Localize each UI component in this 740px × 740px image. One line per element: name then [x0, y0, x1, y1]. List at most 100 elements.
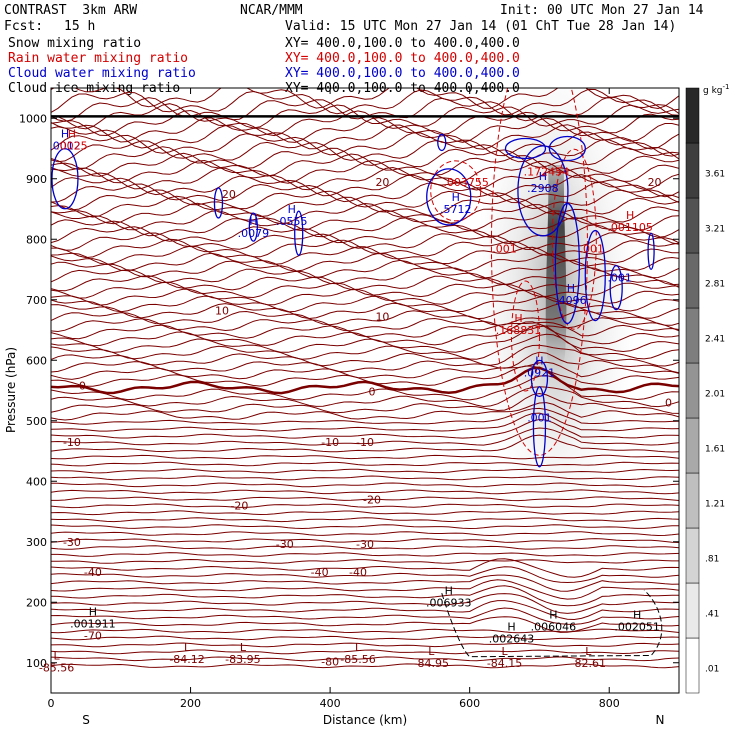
isotherm-line	[51, 281, 679, 299]
isotherm-line	[51, 103, 679, 130]
isotherm-line	[51, 266, 679, 286]
cloud-ice-maximum-marker: H	[507, 621, 515, 634]
isotherm-line	[51, 545, 679, 550]
isotherm-label: -30	[356, 538, 374, 551]
temperature-minimum-marker: L	[585, 645, 592, 658]
colorbar-label: 2.81	[705, 280, 725, 290]
isotherm-line	[51, 166, 679, 191]
colorbar-swatch	[685, 417, 700, 474]
isotherm-line	[51, 600, 679, 621]
isotherm-line	[51, 232, 679, 251]
isotherm-line	[51, 124, 679, 150]
x-tick-label: 400	[320, 697, 341, 710]
isotherm-label: -10	[321, 436, 339, 449]
rain-maximum-value: .168831	[496, 324, 542, 337]
isotherm-label: -40	[311, 566, 329, 579]
isotherm-line	[51, 656, 679, 662]
isotherm-line	[51, 663, 679, 669]
header-model: CONTRAST 3km ARW	[4, 3, 138, 18]
isotherm-line	[51, 579, 679, 600]
y-tick-label: 300	[26, 536, 47, 549]
isotherm-line	[51, 386, 679, 408]
isotherm-label: 10	[375, 311, 389, 324]
isotherm-line	[51, 418, 679, 439]
colorbar: .01 .41 .81 1.21 1.61 2.01 2.41 2.81 3.21 3.61	[685, 87, 725, 694]
isotherm-line	[51, 202, 679, 225]
isotherm-line	[51, 489, 679, 495]
temperature-minimum-value: -85.56	[340, 653, 375, 666]
isotherm-label: -30	[276, 538, 294, 551]
colorbar-swatch	[685, 637, 700, 694]
temperature-minimum-marker: L	[240, 641, 247, 654]
cloud-water-contour	[504, 137, 547, 160]
isotherm-line	[51, 361, 679, 380]
isotherm-label: -30	[63, 536, 81, 549]
colorbar-label: 2.41	[705, 335, 725, 345]
isotherm-label: 0	[79, 380, 86, 393]
isotherm-line	[51, 434, 679, 453]
colorbar-label: 3.61	[705, 170, 725, 180]
isotherm-line	[51, 503, 679, 509]
isotherm-line	[51, 566, 679, 584]
cloud-ice-maximum-marker: H	[549, 608, 557, 621]
cloud-water-contour	[554, 202, 581, 325]
temperature-minimum-marker: L	[355, 641, 362, 654]
isotherm-line	[51, 109, 679, 137]
isotherm-line	[51, 159, 679, 184]
colorbar-unit-base: g kg	[703, 86, 723, 96]
plot-frame	[50, 87, 680, 694]
rain-maximum-marker: H	[514, 312, 522, 325]
cloud-water-maximum-value: .0555	[276, 215, 308, 228]
y-tick-label: 800	[26, 233, 47, 246]
axes: 0 200 400 600 800100200300400500600700800900…	[19, 88, 679, 710]
isotherm-line	[51, 402, 679, 421]
rain-maximum-value: .172454	[524, 165, 570, 178]
cloud-water-contour	[548, 135, 587, 162]
header-fcst-label: Fcst:	[4, 19, 44, 34]
field-label-snow: Snow mixing ratio	[8, 36, 142, 51]
cloud-water-contour	[426, 168, 472, 226]
cloud-water-maximum-value: .2908	[527, 182, 559, 195]
cloud-water-maximum-value: .0921	[524, 366, 556, 379]
isotherm-line	[51, 351, 679, 374]
isotherm-line	[51, 558, 679, 564]
rain-contour	[510, 280, 540, 392]
isotherm-line	[51, 468, 679, 474]
isotherm-label: 20	[648, 176, 662, 189]
isotherm-line	[51, 238, 679, 259]
temperature-minimum-marker: L	[184, 641, 191, 654]
isotherm-line	[51, 574, 679, 592]
cloud-ice-maximum-marker: H	[445, 584, 453, 597]
isotherm-line	[51, 209, 679, 232]
cloud-ice-maximum-value: .002051	[614, 620, 660, 633]
isotherm-line	[51, 538, 679, 543]
header-init: Init: 00 UTC Mon 27 Jan 14	[500, 3, 704, 18]
isotherm-line	[51, 88, 679, 116]
y-axis-label: Pressure (hPa)	[4, 347, 18, 433]
isotherm-line	[51, 524, 679, 530]
cloud-water-maximum-value: .4096	[555, 294, 587, 307]
isotherm-line	[51, 117, 679, 143]
temperature-contours	[51, 88, 679, 669]
isotherm-line	[51, 649, 679, 655]
isotherm-line	[51, 628, 679, 634]
x-tick-label: 200	[180, 697, 201, 710]
isotherm-line	[51, 510, 679, 516]
isotherm-line	[51, 558, 679, 578]
rain-maximum-value: .001	[580, 242, 605, 255]
isotherm-line	[51, 245, 679, 266]
y-tick-label: 400	[26, 475, 47, 488]
isotherm-line	[51, 259, 679, 279]
isotherm-line	[51, 174, 679, 198]
isotherm-line	[51, 295, 679, 313]
isotherm-line	[51, 321, 679, 340]
isotherm-line	[51, 475, 679, 481]
temperature-minimum-value: -85.56	[39, 662, 74, 675]
colorbar-label: .41	[705, 610, 719, 620]
rain-maximum-marker: H	[626, 209, 634, 222]
cloud-ice-maximum-value: .002643	[489, 633, 535, 646]
isotherm-label: 20	[375, 176, 389, 189]
colorbar-swatch	[685, 307, 700, 364]
cloud-water-maximum-marker: H	[535, 354, 543, 367]
